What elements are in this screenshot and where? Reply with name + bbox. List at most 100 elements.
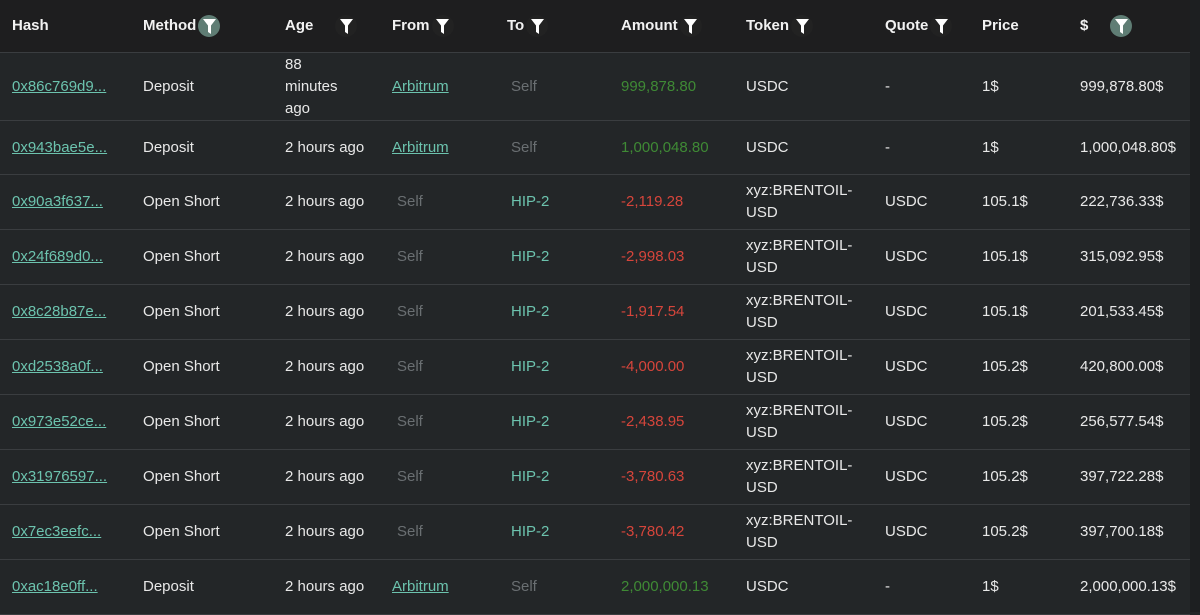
cell-price: 105.1$: [982, 193, 1028, 210]
cell-from: Self: [397, 193, 423, 210]
table-row[interactable]: 0x31976597... Open Short 2 hours ago Self HI…: [0, 450, 1190, 505]
cell-method: Open Short: [143, 303, 220, 320]
cell-method: Open Short: [143, 413, 220, 430]
cell-token: xyz:BRENTOIL-USD: [746, 402, 853, 441]
cell-token: xyz:BRENTOIL-USD: [746, 292, 853, 331]
column-header-label: From: [392, 17, 430, 34]
cell-hash[interactable]: 0x90a3f637...: [12, 193, 103, 210]
cell-price: 105.2$: [982, 468, 1028, 485]
table-row[interactable]: 0x7ec3eefc... Open Short 2 hours ago Self HI…: [0, 505, 1190, 560]
cell-hash[interactable]: 0x7ec3eefc...: [12, 523, 102, 540]
table-row[interactable]: 0xac18e0ff... Deposit 2 hours ago Arbitrum S…: [0, 560, 1190, 615]
cell-hash[interactable]: 0x973e52ce...: [12, 413, 107, 430]
column-header-usd[interactable]: $: [1080, 0, 1133, 52]
filter-icon[interactable]: [930, 15, 953, 37]
cell-to: HIP-2: [511, 193, 550, 210]
cell-quote: -: [885, 578, 890, 595]
cell-to: Self: [511, 138, 537, 156]
cell-usd: 222,736.33$: [1080, 193, 1164, 210]
filter-icon[interactable]: [1110, 15, 1133, 37]
column-header-price[interactable]: Price: [982, 0, 1019, 52]
cell-token: USDC: [746, 578, 789, 595]
column-header-label: To: [507, 17, 525, 34]
cell-method: Open Short: [143, 358, 220, 375]
cell-usd: 256,577.54$: [1080, 413, 1164, 430]
filter-icon[interactable]: [526, 15, 549, 37]
cell-token: USDC: [746, 77, 789, 95]
table-row[interactable]: 0x24f689d0... Open Short 2 hours ago Self HI…: [0, 230, 1190, 285]
cell-amount: -2,998.03: [621, 248, 685, 265]
cell-quote: USDC: [885, 358, 928, 375]
column-header-to[interactable]: To: [507, 0, 549, 52]
table-row[interactable]: 0x90a3f637... Open Short 2 hours ago Self HI…: [0, 175, 1190, 230]
cell-age: 2 hours ago: [285, 413, 365, 430]
column-header-age[interactable]: Age: [285, 0, 358, 52]
cell-from: Self: [397, 358, 423, 375]
cell-hash[interactable]: 0x943bae5e...: [12, 138, 108, 156]
column-header-label: Hash: [12, 17, 49, 34]
table-row[interactable]: 0x8c28b87e... Open Short 2 hours ago Self HI…: [0, 285, 1190, 340]
filter-icon[interactable]: [791, 15, 814, 37]
column-header-label: Method: [143, 17, 197, 34]
cell-hash[interactable]: 0x24f689d0...: [12, 248, 103, 265]
cell-to: Self: [511, 77, 537, 95]
cell-usd: 1,000,048.80$: [1080, 138, 1176, 156]
cell-hash[interactable]: 0xac18e0ff...: [12, 578, 98, 595]
cell-usd: 315,092.95$: [1080, 248, 1164, 265]
cell-hash[interactable]: 0xd2538a0f...: [12, 358, 103, 375]
scrollbar[interactable]: [1190, 0, 1200, 612]
cell-method: Open Short: [143, 193, 220, 210]
table-header: Hash Method Age From To Amount Token Quote Price…: [0, 0, 1190, 53]
cell-price: 105.1$: [982, 303, 1028, 320]
cell-method: Deposit: [143, 77, 194, 95]
cell-hash[interactable]: 0x86c769d9...: [12, 77, 107, 95]
cell-to: HIP-2: [511, 523, 550, 540]
column-header-hash[interactable]: Hash: [12, 0, 49, 52]
column-header-label: Price: [982, 17, 1019, 34]
cell-from[interactable]: Arbitrum: [392, 578, 449, 595]
filter-icon[interactable]: [679, 15, 702, 37]
column-header-from[interactable]: From: [392, 0, 454, 52]
table-row[interactable]: 0x86c769d9... Deposit 88 minutes ago Arbitr…: [0, 53, 1190, 121]
column-header-quote[interactable]: Quote: [885, 0, 953, 52]
cell-usd: 397,722.28$: [1080, 468, 1164, 485]
table-row[interactable]: 0x973e52ce... Open Short 2 hours ago Self HI…: [0, 395, 1190, 450]
cell-token: xyz:BRENTOIL-USD: [746, 347, 853, 386]
cell-quote: -: [885, 77, 890, 95]
cell-age: 88 minutes ago: [285, 55, 338, 117]
cell-from[interactable]: Arbitrum: [392, 77, 449, 95]
column-header-method[interactable]: Method: [143, 0, 221, 52]
table-row[interactable]: 0xd2538a0f... Open Short 2 hours ago Self HI…: [0, 340, 1190, 395]
cell-age: 2 hours ago: [285, 193, 365, 210]
cell-price: 105.2$: [982, 358, 1028, 375]
cell-from: Self: [397, 303, 423, 320]
filter-icon[interactable]: [431, 15, 454, 37]
cell-age: 2 hours ago: [285, 358, 365, 375]
cell-age: 2 hours ago: [285, 523, 365, 540]
column-header-token[interactable]: Token: [746, 0, 814, 52]
cell-amount: 2,000,000.13: [621, 578, 709, 595]
cell-price: 1$: [982, 138, 999, 156]
table-body: 0x86c769d9... Deposit 88 minutes ago Arbitr…: [0, 53, 1190, 615]
column-header-label: Token: [746, 17, 790, 34]
cell-to: HIP-2: [511, 248, 550, 265]
cell-to: Self: [511, 578, 537, 595]
cell-quote: USDC: [885, 303, 928, 320]
table-row[interactable]: 0x943bae5e... Deposit 2 hours ago Arbitrum S…: [0, 121, 1190, 175]
cell-amount: -1,917.54: [621, 303, 685, 320]
cell-amount: -2,438.95: [621, 413, 685, 430]
cell-hash[interactable]: 0x8c28b87e...: [12, 303, 107, 320]
cell-usd: 201,533.45$: [1080, 303, 1164, 320]
cell-method: Open Short: [143, 468, 220, 485]
cell-price: 1$: [982, 77, 999, 95]
column-header-amount[interactable]: Amount: [621, 0, 702, 52]
cell-from[interactable]: Arbitrum: [392, 138, 449, 156]
filter-icon[interactable]: [335, 15, 358, 37]
cell-from: Self: [397, 248, 423, 265]
cell-to: HIP-2: [511, 303, 550, 320]
cell-quote: USDC: [885, 193, 928, 210]
cell-price: 105.1$: [982, 248, 1028, 265]
cell-token: xyz:BRENTOIL-USD: [746, 237, 853, 276]
cell-hash[interactable]: 0x31976597...: [12, 468, 108, 485]
filter-icon[interactable]: [198, 15, 221, 37]
